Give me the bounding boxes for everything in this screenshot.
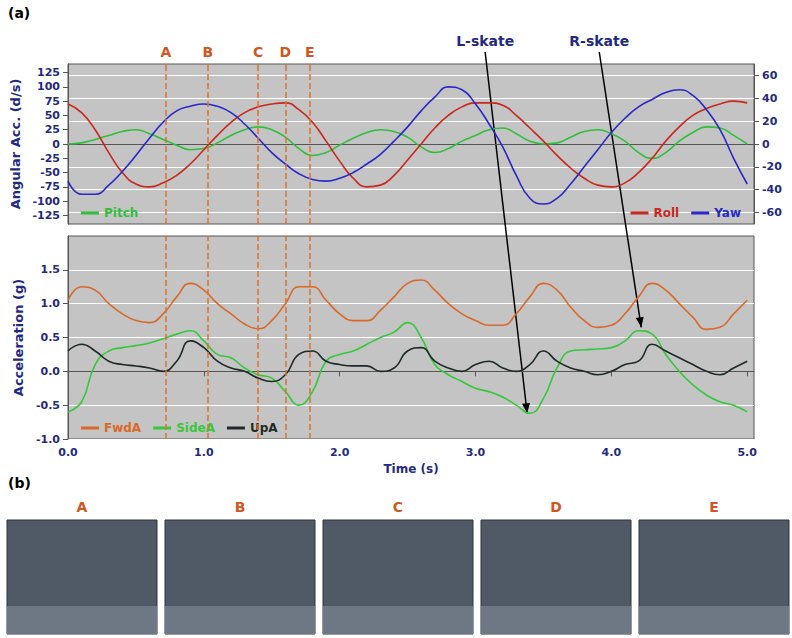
svg-text:-0.5: -0.5 [36, 399, 60, 412]
svg-text:0.5: 0.5 [41, 331, 61, 344]
svg-text:Pitch: Pitch [104, 206, 138, 220]
svg-text:125: 125 [37, 66, 60, 79]
svg-text:-50: -50 [40, 166, 60, 179]
svg-text:D: D [280, 44, 292, 60]
svg-text:Roll: Roll [654, 206, 680, 220]
svg-text:20: 20 [762, 115, 778, 128]
svg-text:R-skate: R-skate [569, 33, 629, 49]
svg-text:B: B [203, 44, 214, 60]
svg-text:-60: -60 [762, 206, 782, 219]
svg-text:(b): (b) [8, 475, 31, 491]
svg-text:40: 40 [762, 92, 778, 105]
svg-text:1.0: 1.0 [41, 297, 61, 310]
svg-text:-125: -125 [32, 209, 60, 222]
svg-text:-25: -25 [40, 152, 60, 165]
svg-text:100: 100 [37, 80, 60, 93]
svg-text:-100: -100 [32, 195, 60, 208]
svg-text:SideA: SideA [176, 421, 215, 435]
svg-text:0: 0 [52, 138, 60, 151]
svg-text:Time (s): Time (s) [383, 462, 438, 476]
svg-text:-1.0: -1.0 [36, 433, 60, 446]
svg-text:1.0: 1.0 [194, 446, 214, 459]
svg-text:-40: -40 [762, 183, 782, 196]
svg-text:D: D [550, 499, 562, 515]
svg-text:A: A [77, 499, 88, 515]
svg-text:Yaw: Yaw [713, 206, 741, 220]
svg-text:2.0: 2.0 [330, 446, 350, 459]
svg-text:-20: -20 [762, 160, 782, 173]
svg-text:C: C [253, 44, 263, 60]
svg-text:L-skate: L-skate [456, 33, 514, 49]
svg-text:UpA: UpA [250, 421, 278, 435]
svg-text:60: 60 [762, 69, 778, 82]
svg-text:0.0: 0.0 [58, 446, 78, 459]
svg-text:Acceleration (g): Acceleration (g) [11, 279, 26, 396]
svg-text:-75: -75 [40, 180, 60, 193]
svg-text:E: E [709, 499, 719, 515]
svg-text:FwdA: FwdA [104, 421, 142, 435]
svg-text:(a): (a) [8, 5, 30, 21]
svg-text:B: B [235, 499, 246, 515]
svg-text:E: E [305, 44, 315, 60]
svg-text:75: 75 [45, 95, 60, 108]
svg-text:1.5: 1.5 [41, 263, 61, 276]
svg-text:5.0: 5.0 [737, 446, 757, 459]
svg-text:3.0: 3.0 [466, 446, 486, 459]
svg-text:0.0: 0.0 [41, 365, 61, 378]
svg-text:4.0: 4.0 [602, 446, 622, 459]
svg-text:C: C [393, 499, 403, 515]
svg-text:25: 25 [45, 123, 60, 136]
svg-text:A: A [160, 44, 171, 60]
svg-text:0: 0 [762, 138, 770, 151]
svg-text:Angular Acc. (d/s): Angular Acc. (d/s) [8, 79, 23, 210]
svg-text:50: 50 [45, 109, 61, 122]
